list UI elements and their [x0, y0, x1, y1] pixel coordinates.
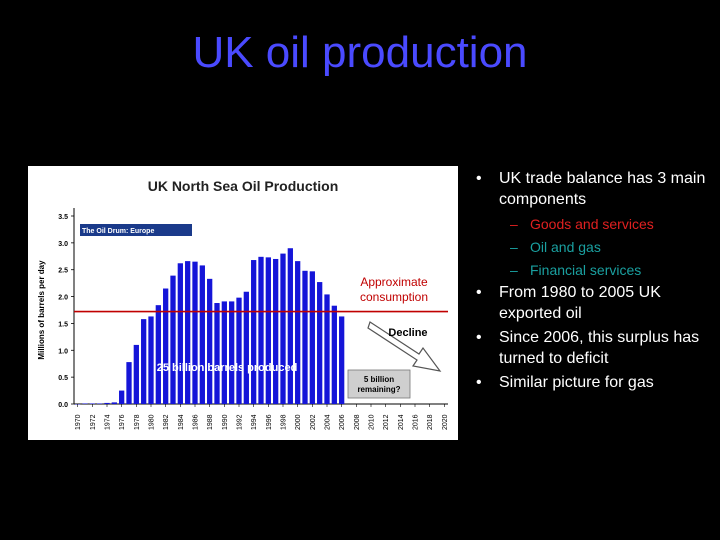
x-tick-label: 1998 [281, 414, 288, 430]
bar [192, 261, 198, 404]
bar [265, 257, 271, 404]
bar [236, 297, 242, 404]
sub-bullet-item: Goods and services [474, 213, 714, 236]
oil-production-chart: UK North Sea Oil Production Millions of b… [37, 178, 449, 430]
bar [273, 258, 279, 404]
x-tick-label: 1994 [251, 414, 258, 430]
remaining-label: 5 billion remaining? [357, 375, 400, 394]
x-tick-label: 1984 [178, 414, 185, 430]
bar [163, 288, 169, 404]
bar [148, 316, 154, 404]
x-tick-label: 2020 [442, 414, 449, 430]
bar [309, 271, 315, 404]
decline-arrow [367, 321, 442, 372]
bar [258, 256, 264, 404]
bullet-item: From 1980 to 2005 UK exported oil [474, 282, 714, 324]
y-tick-label: 0.5 [58, 375, 68, 382]
x-tick-label: 1996 [266, 414, 273, 430]
x-tick-label: 1988 [207, 414, 214, 430]
bar [295, 261, 301, 404]
sub-bullet-item: Oil and gas [474, 236, 714, 259]
bar [141, 319, 147, 404]
y-tick-label: 0.0 [58, 402, 68, 409]
x-tick-label: 1992 [237, 414, 244, 430]
bar [280, 253, 286, 404]
x-tick-label: 2016 [413, 414, 420, 430]
x-tick-label: 2008 [354, 414, 361, 430]
x-tick-label: 1974 [105, 414, 112, 430]
bar [199, 265, 205, 404]
x-tick-label: 2006 [339, 414, 346, 430]
bullet-items: UK trade balance has 3 main components Go… [474, 168, 714, 393]
produced-label: 25 billion barrels produced [157, 362, 298, 374]
bar [207, 278, 213, 404]
bar [339, 316, 345, 404]
x-tick-label: 1980 [149, 414, 156, 430]
slide-title: UK oil production [192, 28, 528, 77]
bar [324, 294, 330, 404]
x-tick-label: 1970 [75, 414, 82, 430]
bar [104, 402, 110, 404]
chart-title: UK North Sea Oil Production [148, 178, 339, 194]
bar [89, 403, 95, 404]
x-tick-label: 1986 [193, 414, 200, 430]
x-tick-label: 1990 [222, 414, 229, 430]
bar [287, 248, 293, 404]
watermark-box [80, 224, 192, 236]
bar [119, 390, 125, 404]
bar [331, 305, 337, 404]
bar [177, 263, 183, 404]
y-tick-label: 2.0 [58, 295, 68, 302]
remaining-box [347, 369, 411, 399]
x-tick-label: 2014 [398, 414, 405, 430]
bar [82, 403, 88, 404]
x-tick-label: 2004 [325, 414, 332, 430]
bar [243, 291, 249, 404]
y-tick-label: 1.0 [58, 348, 68, 355]
decline-label: Decline [388, 327, 427, 339]
consumption-label: Approximate consumption [360, 275, 428, 304]
x-tick-label: 1972 [90, 414, 97, 430]
watermark-label: The Oil Drum: Europe [82, 228, 154, 235]
bar [251, 260, 257, 404]
bar [97, 403, 103, 404]
bar [111, 402, 117, 404]
x-tick-label: 2002 [310, 414, 317, 430]
bullet-list: UK trade balance has 3 main components Go… [474, 168, 714, 396]
bar [214, 303, 220, 404]
y-axis-label: Millions of barrels per day [37, 260, 46, 360]
bar [133, 344, 139, 404]
bullet-item: UK trade balance has 3 main components [474, 168, 714, 210]
x-tick-label: 1978 [134, 414, 141, 430]
bar [185, 261, 191, 404]
y-tick-label: 2.5 [58, 268, 68, 275]
y-tick-label: 1.5 [58, 321, 68, 328]
bar [317, 282, 323, 404]
y-tick-label: 3.0 [58, 241, 68, 248]
bullet-item: Similar picture for gas [474, 372, 714, 393]
x-tick-label: 2010 [369, 414, 376, 430]
x-tick-label: 2012 [383, 414, 390, 430]
bar [126, 362, 132, 404]
sub-bullet-item: Financial services [474, 259, 714, 282]
bar [221, 301, 227, 404]
x-tick-label: 2018 [427, 414, 434, 430]
x-tick-label: 1982 [163, 414, 170, 430]
chart-panel: UK North Sea Oil Production Millions of b… [28, 166, 458, 440]
bar [302, 270, 308, 404]
bar [155, 305, 161, 404]
y-tick-label: 3.5 [58, 214, 68, 221]
bullet-item: Since 2006, this surplus has turned to d… [474, 327, 714, 369]
x-tick-label: 2000 [295, 414, 302, 430]
bar [170, 275, 176, 404]
bar [229, 301, 235, 404]
x-tick-label: 1976 [119, 414, 126, 430]
